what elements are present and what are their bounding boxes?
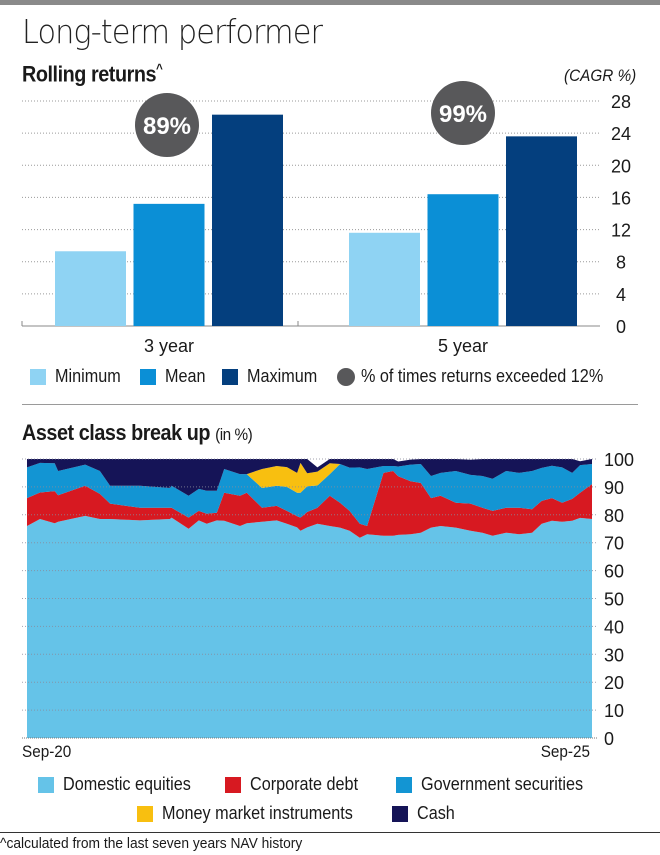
y-tick-label: 12 [611,221,631,241]
bar-mean-5-year [427,194,499,326]
area-cash [27,459,592,496]
legend-item-government-securities: Government securities [396,774,601,795]
legend-circle-icon [337,367,356,386]
rolling-returns-title: Rolling returns^ [22,61,163,87]
legend-swatch-corporate-debt [225,776,242,793]
rolling-returns-legend: Minimum Mean Maximum % of times returns … [30,366,642,387]
footnote: ^calculated from the last seven years NA… [0,835,303,852]
percent-bubble-label: 99% [439,101,487,128]
y-tick-label: 10 [604,701,624,721]
y-tick-label: 8 [616,253,626,273]
legend-label-corporate-debt: Corporate debt [250,774,359,794]
legend-item-minimum: Minimum [30,366,128,387]
legend-swatch-minimum [30,368,46,385]
legend-swatch-cash [392,805,409,822]
asset-class-legend-row1: Domestic equities Corporate debt Governm… [38,774,601,795]
top-accent-bar [0,0,660,5]
y-tick-label: 24 [611,124,631,144]
legend-item-exceeded: % of times returns exceeded 12% [337,366,630,387]
y-tick-label: 70 [604,534,624,554]
x-category-label: 3 year [144,336,194,356]
legend-item-maximum: Maximum [222,366,325,387]
y-tick-label: 20 [604,673,624,693]
rolling-returns-title-text: Rolling returns [22,61,157,87]
legend-label-domestic-equities: Domestic equities [63,774,191,794]
bar-minimum-5-year [349,232,420,326]
bar-maximum-5-year [506,136,577,326]
y-tick-label: 4 [616,285,626,305]
asset-class-unit: (in %) [215,425,253,444]
asset-class-chart: 0 10 20 30 40 50 60 70 80 90 100 Sep-20 Sep-25 [22,450,634,761]
y-tick-label: 50 [604,590,624,610]
legend-label-money-market: Money market instruments [162,803,353,823]
legend-swatch-maximum [222,368,239,385]
bar-mean-3-year [133,203,205,326]
y-tick-label: 30 [604,645,624,665]
legend-label-maximum: Maximum [247,366,318,386]
x-label-start: Sep-20 [22,742,71,761]
footer-divider [0,832,660,833]
asset-class-title: Asset class break up (in %) [22,420,253,446]
legend-item-money-market: Money market instruments [137,803,374,824]
y-tick-label: 0 [604,729,614,749]
area-money-market-instruments [27,462,592,496]
y-tick-label: 16 [611,188,631,208]
x-label-end: Sep-25 [541,742,590,761]
legend-label-mean: Mean [165,366,206,386]
rolling-returns-chart: 89% 99% 0 4 8 12 16 20 24 28 3 year 5 year [21,81,631,356]
y-tick-label: 90 [604,478,624,498]
y-tick-label: 100 [604,450,634,470]
legend-label-government-securities: Government securities [421,774,584,794]
legend-item-mean: Mean [140,366,210,387]
y-tick-label: 40 [604,617,624,637]
legend-label-exceeded: % of times returns exceeded 12% [361,366,604,386]
page-title: Long-term performer [22,12,323,51]
legend-swatch-government-securities [396,776,413,793]
percent-bubble [431,81,495,145]
percent-bubble [135,93,199,157]
rolling-returns-title-mark: ^ [156,61,163,76]
legend-item-corporate-debt: Corporate debt [225,774,370,795]
legend-item-domestic-equities: Domestic equities [38,774,205,795]
bar-maximum-3-year [212,114,283,327]
y-tick-label: 0 [616,317,626,337]
section-divider [22,404,638,405]
y-tick-label: 80 [604,506,624,526]
area-government-securities [27,462,592,526]
bar-minimum-3-year [55,251,126,326]
legend-swatch-domestic-equities [38,776,54,793]
area-domestic-equities [27,515,592,738]
x-category-label: 5 year [438,336,488,356]
y-tick-label: 60 [604,562,624,582]
legend-label-cash: Cash [417,803,455,823]
legend-swatch-money-market [137,805,153,822]
legend-swatch-mean [140,368,157,385]
y-tick-label: 20 [611,156,631,176]
area-corporate-debt [27,471,592,538]
y-tick-label: 28 [611,92,631,112]
legend-item-cash: Cash [392,803,459,824]
asset-class-legend-row2: Money market instruments Cash [137,803,471,824]
asset-class-title-text: Asset class break up [22,420,211,445]
cagr-unit-label: (CAGR %) [563,66,636,85]
legend-label-minimum: Minimum [55,366,121,386]
percent-bubble-label: 89% [143,113,191,140]
